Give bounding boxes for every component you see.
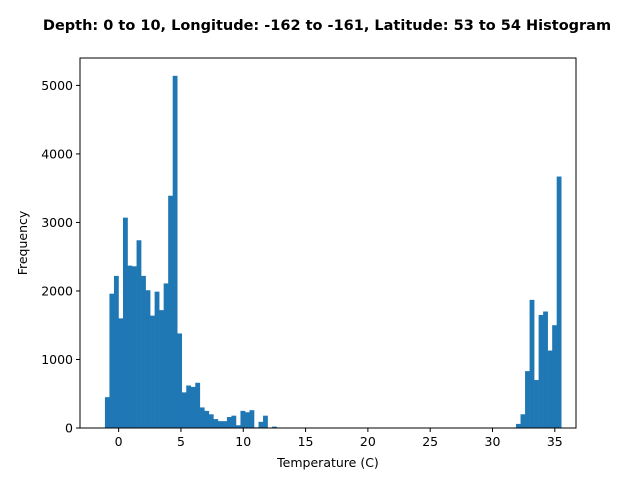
x-tick-label: 10 xyxy=(235,434,251,449)
histogram-bar xyxy=(136,240,142,428)
histogram-bar xyxy=(181,392,187,428)
x-tick-label: 15 xyxy=(298,434,314,449)
histogram-bar xyxy=(516,423,521,428)
histogram-bar xyxy=(552,325,557,428)
y-tick-label: 0 xyxy=(65,421,73,436)
histogram-bar xyxy=(118,318,124,428)
y-tick-label: 1000 xyxy=(41,352,73,367)
histogram-bar xyxy=(263,415,268,428)
histogram-bar xyxy=(150,315,155,428)
histogram-bar xyxy=(556,176,562,428)
histogram-bar xyxy=(154,291,160,428)
histogram-bar xyxy=(122,217,128,428)
y-tick-label: 4000 xyxy=(41,146,73,161)
histogram-bar xyxy=(538,314,544,428)
histogram-bars xyxy=(104,75,562,428)
x-tick-label: 30 xyxy=(485,434,501,449)
x-axis-ticks: 0 5 10 15 20 25 30 35 xyxy=(115,428,563,449)
histogram-bar xyxy=(127,265,133,428)
histogram-bar xyxy=(529,299,535,428)
histogram-bar xyxy=(195,382,201,428)
histogram-bar xyxy=(244,412,250,428)
histogram-bar xyxy=(235,425,241,428)
histogram-bar xyxy=(240,410,246,428)
histogram-bar xyxy=(208,414,214,428)
histogram-bar xyxy=(109,293,115,428)
histogram-bar xyxy=(132,266,137,428)
histogram-bar xyxy=(226,417,232,428)
x-axis-label: Temperature (C) xyxy=(276,455,379,470)
histogram-bar xyxy=(547,350,553,428)
y-axis-label: Frequency xyxy=(15,210,30,275)
histogram-bar xyxy=(190,386,196,428)
chart-title: Depth: 0 to 10, Longitude: -162 to -161,… xyxy=(43,18,611,34)
histogram-bar xyxy=(213,419,219,428)
histogram-bar xyxy=(222,421,228,428)
histogram-bar xyxy=(145,290,151,428)
x-tick-label: 20 xyxy=(360,434,376,449)
histogram-bar xyxy=(231,415,237,428)
y-tick-label: 2000 xyxy=(41,283,73,298)
histogram-bar xyxy=(177,333,183,428)
histogram-bar xyxy=(249,410,255,428)
histogram-bar xyxy=(534,380,539,428)
histogram-bar xyxy=(113,275,119,428)
histogram-bar xyxy=(172,75,178,428)
histogram-bar xyxy=(258,421,264,428)
x-tick-label: 25 xyxy=(422,434,438,449)
histogram-bar xyxy=(186,385,192,428)
plot-frame xyxy=(79,57,577,429)
x-tick-label: 35 xyxy=(547,434,563,449)
histogram-bar xyxy=(199,407,205,428)
x-tick-label: 0 xyxy=(115,434,123,449)
histogram-bar xyxy=(168,195,173,428)
y-axis-ticks: 0 1000 2000 3000 4000 5000 xyxy=(41,78,80,436)
histogram-bar xyxy=(163,283,169,428)
histogram-bar xyxy=(543,311,548,428)
histogram-bar xyxy=(272,426,277,428)
histogram-bar xyxy=(525,371,530,428)
histogram-bar xyxy=(217,421,223,428)
histogram-bar xyxy=(104,397,110,428)
histogram-bar xyxy=(159,310,164,428)
histogram-bar xyxy=(520,414,526,428)
y-tick-label: 5000 xyxy=(41,78,73,93)
y-tick-label: 3000 xyxy=(41,215,73,230)
x-tick-label: 5 xyxy=(177,434,185,449)
histogram-bar xyxy=(204,410,210,428)
histogram-bar xyxy=(141,275,146,428)
